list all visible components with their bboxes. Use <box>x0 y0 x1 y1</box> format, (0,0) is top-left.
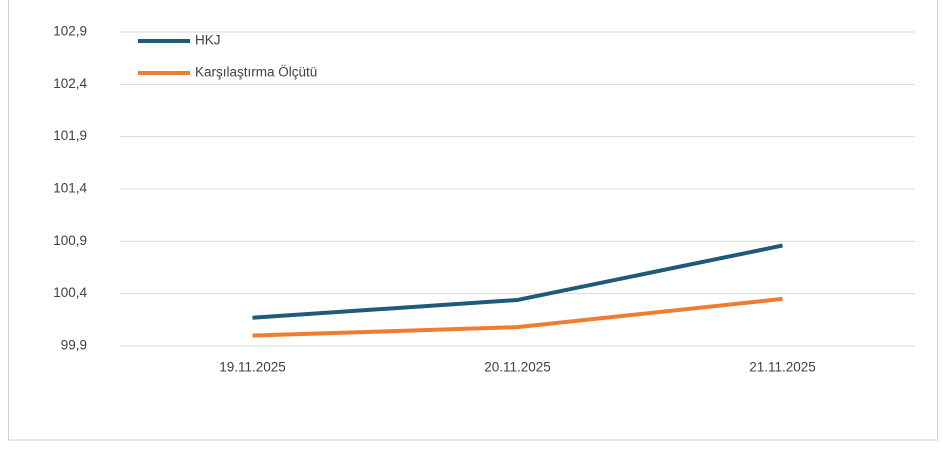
y-tick-label: 101,9 <box>53 128 87 143</box>
y-tick-label: 99,9 <box>61 338 87 353</box>
series-line <box>252 243 783 320</box>
x-tick-label: 19.11.2025 <box>219 360 286 375</box>
legend-label: Karşılaştırma Ölçütü <box>195 65 317 80</box>
y-tick-label: 101,4 <box>53 181 87 196</box>
y-tick-label: 102,9 <box>53 24 87 39</box>
y-tick-label: 100,9 <box>53 233 87 248</box>
x-tick-label: 21.11.2025 <box>749 360 816 375</box>
x-tick-label: 20.11.2025 <box>484 360 551 375</box>
series-line <box>252 296 783 338</box>
legend-label: HKJ <box>195 33 221 48</box>
y-tick-label: 102,4 <box>53 76 87 91</box>
y-tick-label: 100,4 <box>53 285 87 300</box>
